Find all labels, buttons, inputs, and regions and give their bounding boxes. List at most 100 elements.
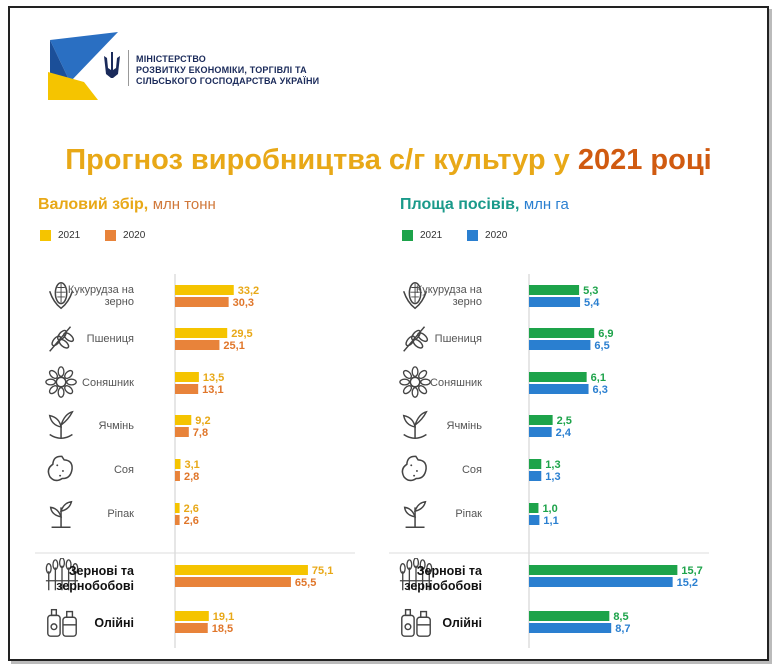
- data-label-2021: 75,1: [312, 565, 333, 577]
- ministry-name: МІНІСТЕРСТВО РОЗВИТКУ ЕКОНОМІКИ, ТОРГІВЛ…: [136, 54, 319, 87]
- area-subtitle: Площа посівів, млн га: [400, 196, 569, 213]
- data-label-2021: 9,2: [195, 415, 210, 427]
- crop-label: Олійні: [94, 616, 134, 630]
- bar-2021: [175, 328, 228, 338]
- legend-label-2021: 2021: [420, 230, 443, 241]
- bar-2021: [175, 565, 308, 575]
- bar-2021: [529, 611, 610, 621]
- grain-sheaves-icon: [45, 558, 79, 591]
- bar-2021: [529, 503, 539, 513]
- legend-swatch-2020: [105, 230, 117, 241]
- crop-label: Пшениця: [86, 333, 134, 345]
- crop-label: Пшениця: [434, 333, 482, 345]
- bar-2021: [529, 415, 553, 425]
- ministry-line-1: МІНІСТЕРСТВО: [136, 54, 207, 64]
- data-label-2021: 1,3: [545, 459, 560, 471]
- legend-label-2020: 2020: [123, 230, 146, 241]
- bar-2021: [175, 372, 199, 382]
- data-label-2021: 5,3: [583, 285, 598, 297]
- data-label-2021: 3,1: [184, 459, 199, 471]
- crop-label: Зернові та зернобобові: [56, 564, 134, 593]
- data-label-2020: 65,5: [295, 577, 316, 589]
- oil-bottles-icon: [401, 608, 431, 637]
- crop-label: Кукурудза на зерно: [415, 284, 482, 308]
- oil-bottles-icon: [47, 608, 77, 637]
- wheat-icon: [403, 326, 429, 352]
- crop-label: Ячмінь: [446, 420, 483, 432]
- ministry-logo: [48, 32, 129, 100]
- crop-label: Соя: [113, 464, 134, 476]
- bar-2020: [175, 471, 180, 481]
- barley-sprout-icon: [48, 410, 74, 440]
- bar-2020: [529, 297, 581, 307]
- legend-item-2021: 2021: [40, 230, 80, 241]
- legend-item-2020: 2020: [467, 230, 507, 241]
- crop-label: Соя: [461, 464, 482, 476]
- data-label-2020: 5,4: [584, 297, 600, 309]
- data-label-2021: 29,5: [231, 328, 252, 340]
- peanut-soy-icon: [47, 455, 73, 482]
- harvest-unit: млн тонн: [152, 196, 216, 213]
- legend-swatch-2021: [402, 230, 413, 241]
- crop-label: Ячмінь: [98, 420, 135, 432]
- title-part-1: Прогноз виробництва с/г культур у: [65, 144, 578, 176]
- data-label-2020: 2,6: [184, 515, 199, 527]
- infographic-frame: МІНІСТЕРСТВО РОЗВИТКУ ЕКОНОМІКИ, ТОРГІВЛ…: [8, 6, 769, 661]
- corn-icon: [48, 281, 74, 310]
- data-label-2021: 15,7: [681, 565, 702, 577]
- data-label-2020: 15,2: [677, 577, 698, 589]
- data-label-2020: 7,8: [193, 427, 208, 439]
- crop-label: Зернові та зернобобові: [404, 564, 482, 593]
- bar-2021: [529, 372, 587, 382]
- bar-2020: [175, 384, 199, 394]
- peanut-soy-icon: [401, 455, 427, 482]
- crop-label: Кукурудза на зерно: [67, 284, 134, 308]
- data-label-2020: 6,3: [593, 384, 608, 396]
- bar-2021: [175, 503, 180, 513]
- data-label-2021: 1,0: [542, 503, 557, 515]
- ministry-line-2: РОЗВИТКУ ЕКОНОМІКИ, ТОРГІВЛІ ТА: [136, 65, 307, 75]
- bar-2020: [529, 471, 542, 481]
- bar-charts: 33,230,329,525,113,513,19,27,83,12,82,62…: [35, 274, 709, 648]
- data-label-2021: 8,5: [613, 611, 628, 623]
- data-label-2021: 2,5: [557, 415, 572, 427]
- page-title: Прогноз виробництва с/г культур у 2021 р…: [10, 144, 767, 177]
- data-label-2021: 2,6: [184, 503, 199, 515]
- data-label-2021: 6,9: [598, 328, 613, 340]
- legend-swatch-2021: [40, 230, 51, 241]
- data-label-2020: 8,7: [615, 623, 630, 635]
- wheat-icon: [49, 326, 75, 352]
- bar-2021: [529, 459, 542, 469]
- crop-label: Ріпак: [107, 508, 134, 520]
- data-label-2020: 1,3: [545, 471, 560, 483]
- bar-2021: [175, 611, 209, 621]
- bar-2020: [175, 623, 208, 633]
- sunflower-icon: [45, 366, 77, 398]
- bar-2020: [529, 340, 591, 350]
- area-legend: 2021 2020: [402, 230, 529, 244]
- data-label-2020: 25,1: [223, 340, 244, 352]
- data-label-2021: 13,5: [203, 372, 224, 384]
- data-label-2020: 18,5: [212, 623, 233, 635]
- data-label-2020: 30,3: [233, 297, 254, 309]
- legend-swatch-2020: [467, 230, 479, 241]
- area-unit: млн га: [523, 196, 569, 213]
- bar-2020: [529, 577, 673, 587]
- bar-2020: [175, 427, 189, 437]
- data-label-2021: 19,1: [213, 611, 234, 623]
- data-label-2021: 6,1: [591, 372, 606, 384]
- harvest-legend: 2021 2020: [40, 230, 167, 244]
- corn-icon: [402, 281, 428, 310]
- barley-sprout-icon: [402, 410, 428, 440]
- bar-2020: [529, 384, 589, 394]
- legend-item-2020: 2020: [105, 230, 145, 241]
- data-label-2020: 1,1: [543, 515, 558, 527]
- area-title: Площа посівів: [400, 196, 515, 213]
- bar-2020: [175, 515, 180, 525]
- harvest-subtitle: Валовий збір, млн тонн: [38, 196, 216, 213]
- bar-2020: [529, 623, 612, 633]
- legend-label-2020: 2020: [485, 230, 508, 241]
- sunflower-icon: [399, 366, 431, 398]
- rapeseed-sprout-icon: [403, 500, 427, 528]
- bar-2021: [529, 328, 595, 338]
